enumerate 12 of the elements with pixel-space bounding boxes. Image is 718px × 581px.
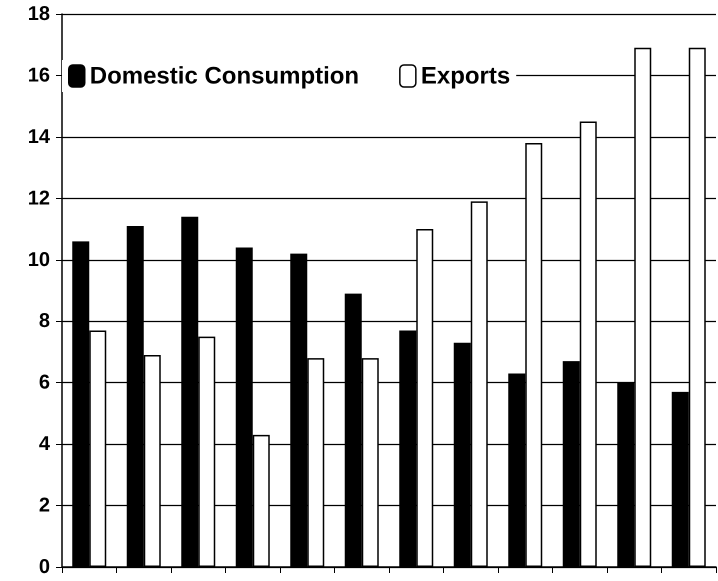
y-tick-label: 4 xyxy=(38,433,51,456)
y-tick-label: 16 xyxy=(28,64,50,86)
y-tick-label: 10 xyxy=(28,248,50,271)
y-tick-label: 6 xyxy=(38,372,50,394)
y-tick-label: 14 xyxy=(28,126,51,148)
y-tick-label: 12 xyxy=(28,187,50,210)
y-tick-label: 8 xyxy=(38,310,50,332)
y-tick-label: 18 xyxy=(28,3,50,25)
legend-label: Exports xyxy=(420,62,510,90)
y-tick-label: 0 xyxy=(38,556,50,578)
legend-label: Domestic Consumption xyxy=(90,62,360,90)
y-tick-label: 2 xyxy=(38,494,50,517)
